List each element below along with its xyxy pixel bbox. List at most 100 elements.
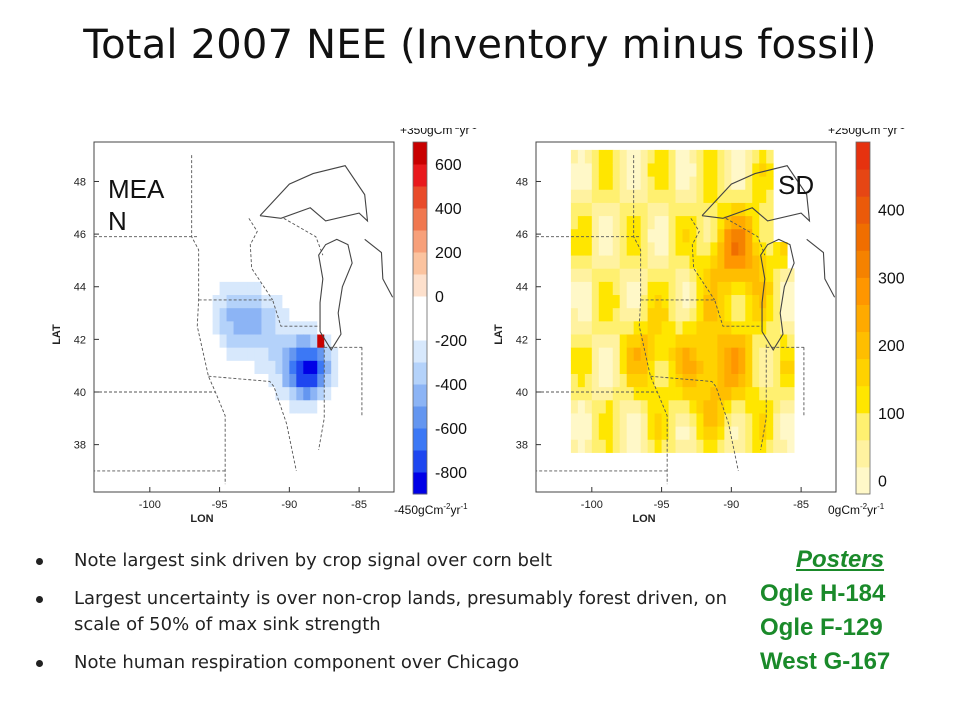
heatmap-cell [654,176,662,190]
heatmap-cell [696,255,704,269]
heatmap-cell [689,294,697,309]
heatmap-cell [773,268,781,282]
heatmap-cell [219,294,227,309]
poster-item: Ogle F-129 [760,614,883,641]
heatmap-cell [731,439,739,453]
heatmap-cell [317,399,325,414]
heatmap-cell [675,268,683,282]
heatmap-cell [689,307,697,322]
heatmap-cell [759,202,767,217]
heatmap-cell [668,215,676,230]
colorbar-segment [856,385,870,414]
heatmap-cell [619,360,628,374]
heatmap-cell [310,373,318,388]
bullet-item: Note human respiration component over Ch… [36,650,736,676]
heatmap-cell [619,281,628,296]
heatmap-cell [584,413,593,427]
panel-label: SD [778,170,814,200]
heatmap-cell [724,439,732,453]
heatmap-cell [296,386,304,401]
heatmap-cell [619,242,628,256]
colorbar-segment [856,412,870,441]
heatmap-cell [689,399,697,414]
heatmap-cell [710,413,718,427]
heatmap-cell [710,373,718,388]
y-tick-label: 42 [74,334,86,346]
heatmap-cell [317,360,325,374]
bullet-list: Note largest sink driven by crop signal … [36,548,736,688]
heatmap-cell [682,413,690,427]
heatmap-cell [689,176,697,190]
heatmap-cell [780,360,788,374]
colorbar-top-note-part: +350gCm [400,128,452,137]
heatmap-cell [212,334,220,348]
heatmap-cell [724,255,732,269]
heatmap-cell [738,149,746,164]
heatmap-cell [745,294,753,309]
colorbar-top-note-part: -2 [880,128,888,131]
coastline [259,165,369,223]
heatmap-cell [696,373,704,388]
heatmap-cell [773,255,781,269]
heatmap-cell [752,439,760,453]
heatmap-cell [591,386,600,401]
heatmap-cell [212,242,220,256]
colorbar-bottom-note-part: -1 [460,502,468,511]
heatmap-cell [717,242,725,256]
heatmap-cell [268,281,276,296]
heatmap-cell [703,228,711,243]
heatmap-cell [668,426,676,440]
heatmap-cell [577,176,586,190]
heatmap-cell [647,176,656,190]
colorbar-bottom-note: -450gCm-2yr-1 [394,502,468,517]
heatmap-cell [661,439,669,453]
y-tick-label: 46 [74,229,86,241]
x-tick-label: -100 [139,499,161,511]
heatmap-cell [282,413,290,427]
heatmap-cell [324,320,332,335]
heatmap-cell [668,294,676,309]
heatmap-cell [247,334,255,348]
heatmap-cell [654,347,662,361]
heatmap-cell [668,189,676,203]
heatmap-cell [773,426,781,440]
colorbar-segment [413,296,427,319]
heatmap-cell [689,386,697,401]
x-tick-label: -100 [581,499,603,511]
heatmap-cell [584,268,593,282]
heatmap-cell [296,399,304,414]
y-tick-label: 46 [516,229,528,241]
heatmap-cell [668,163,676,177]
heatmap-cell [591,320,600,335]
heatmap-cell [598,255,607,269]
heatmap-cell [780,294,788,309]
heatmap-cell [745,399,753,414]
heatmap-cell [752,347,760,361]
heatmap-cell [577,255,586,269]
colorbar-top-note-part: yr [888,128,898,137]
heatmap-cell [710,307,718,322]
heatmap-cell [598,307,607,322]
heatmap-cell [633,439,642,453]
heatmap-cell [738,307,746,322]
heatmap-cell [633,228,642,243]
heatmap-cell [738,399,746,414]
heatmap-cell [710,189,718,203]
y-tick-label: 44 [74,282,86,294]
heatmap-cell [605,189,614,203]
heatmap-cell [682,426,690,440]
heatmap-cell [773,413,781,427]
heatmap-cell [682,360,690,374]
heatmap-cell [275,307,283,322]
heatmap-cell [261,347,269,361]
heatmap-cell [598,149,607,164]
heatmap-cell [738,255,746,269]
heatmap-cell [633,202,642,217]
colorbar-tick-label: 100 [878,406,905,423]
heatmap-cell [219,255,227,269]
heatmap-cell [682,307,690,322]
heatmap-cell [268,386,276,401]
heatmap-cell [675,189,683,203]
heatmap-cell [577,215,586,230]
heatmap-cell [661,373,669,388]
